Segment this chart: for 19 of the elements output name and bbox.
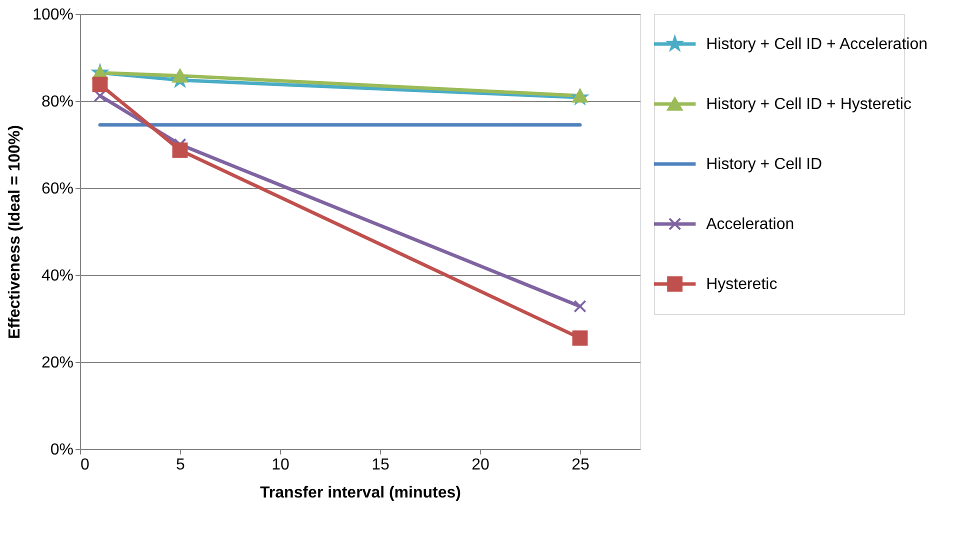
- legend-label: History + Cell ID + Acceleration: [706, 36, 928, 53]
- y-tick-label: 60%: [41, 180, 74, 198]
- y-axis-title: Effectiveness (Ideal = 100%): [6, 125, 24, 339]
- x-axis-title: Transfer interval (minutes): [260, 484, 461, 502]
- x-tick-label: 15: [372, 456, 390, 474]
- x-tick-label: 10: [272, 456, 290, 474]
- y-tick-label: 40%: [41, 268, 74, 284]
- x-tick-label: 20: [472, 456, 490, 474]
- x-tick-label: 5: [176, 456, 186, 474]
- legend-label: History + Cell ID: [706, 156, 822, 173]
- legend-label: Acceleration: [706, 216, 794, 233]
- x-tick-label: 0: [80, 456, 90, 474]
- legend-label: History + Cell ID + Hysteretic: [706, 96, 912, 113]
- x-tick-label: 25: [572, 456, 590, 474]
- y-tick-label: 0%: [50, 442, 74, 458]
- y-tick-label: 80%: [41, 94, 74, 110]
- y-tick-label: 20%: [41, 354, 74, 372]
- y-tick-label: 100%: [32, 6, 74, 24]
- legend-label: Hysteretic: [706, 276, 778, 293]
